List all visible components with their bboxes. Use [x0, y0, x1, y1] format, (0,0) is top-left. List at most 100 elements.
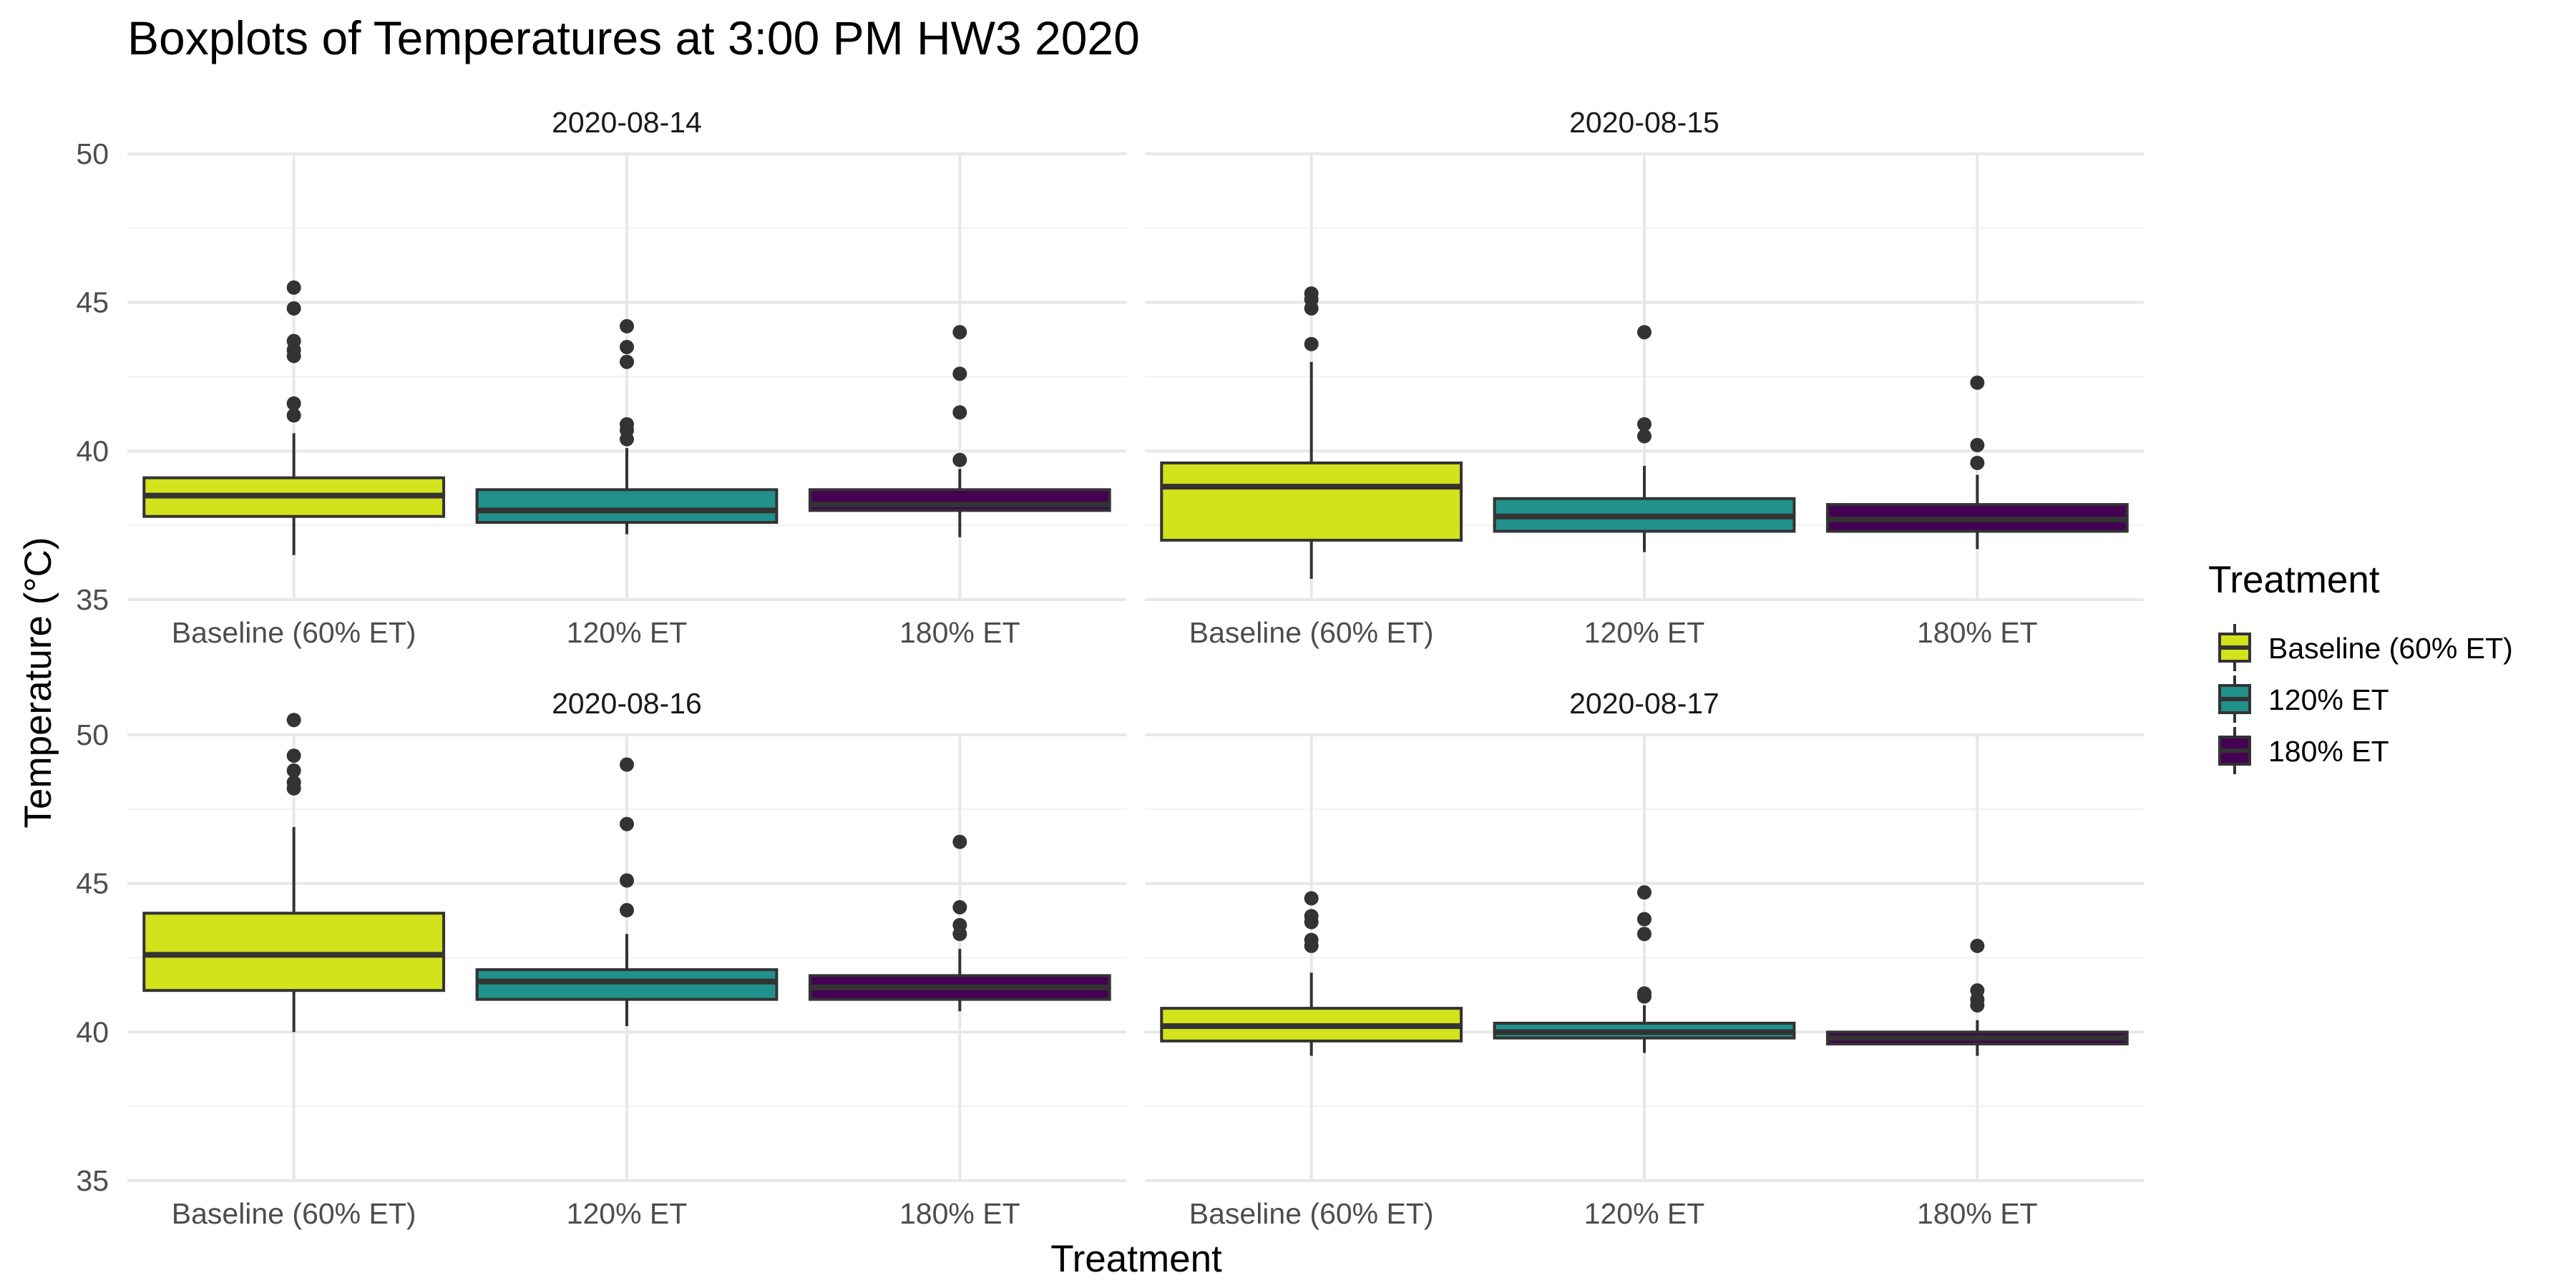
legend-title: Treatment — [2208, 559, 2380, 601]
outlier-point — [286, 775, 301, 790]
legend-label: 180% ET — [2268, 735, 2389, 768]
outlier-point — [1637, 986, 1652, 1001]
outlier-point — [952, 917, 967, 932]
boxplot-180-et — [1825, 375, 2129, 550]
y-tick-label: 35 — [76, 583, 109, 616]
boxplot-120-et — [1493, 885, 1796, 1053]
outlier-point — [952, 325, 967, 340]
outlier-point — [1304, 909, 1319, 924]
y-tick-label: 45 — [76, 867, 109, 900]
outlier-point — [1970, 938, 1985, 953]
iqr-box — [475, 488, 779, 525]
outlier-point — [620, 757, 634, 772]
boxplot-baseline — [142, 713, 446, 1033]
outlier-point — [286, 763, 301, 778]
y-tick-label: 40 — [76, 434, 109, 467]
boxplot-120-et — [475, 757, 779, 1027]
outlier-point — [952, 834, 967, 849]
chart-title: Boxplots of Temperatures at 3:00 PM HW3 … — [127, 11, 1140, 64]
outlier-point — [1304, 891, 1319, 906]
boxplot-180-et — [808, 325, 1111, 537]
outlier-point — [1970, 983, 1985, 998]
x-tick-label: 180% ET — [1917, 1197, 2038, 1230]
legend-item: 180% ET — [2218, 727, 2389, 774]
outlier-point — [620, 339, 634, 354]
facet-strip-label: 2020-08-15 — [1569, 106, 1719, 139]
x-tick-label: 180% ET — [899, 616, 1020, 649]
y-tick-label: 40 — [76, 1015, 109, 1048]
legend-label: 120% ET — [2268, 683, 2389, 716]
legend-label: Baseline (60% ET) — [2268, 632, 2513, 665]
outlier-point — [1970, 375, 1985, 390]
x-tick-label: 120% ET — [1584, 616, 1705, 649]
outlier-point — [1637, 429, 1652, 444]
facet-panel: 2020-08-14 35 40 45 50 Baseline (60% ET) 120% … — [76, 106, 1126, 649]
x-tick-label: 120% ET — [567, 1197, 688, 1230]
x-tick-label: Baseline (60% ET) — [1189, 616, 1434, 649]
y-tick-label: 50 — [76, 137, 109, 170]
outlier-point — [1637, 325, 1652, 340]
boxplot-baseline — [1160, 286, 1463, 579]
outlier-point — [620, 816, 634, 831]
outlier-point — [1637, 912, 1652, 927]
iqr-box — [475, 968, 779, 1001]
legend-item: Baseline (60% ET) — [2218, 624, 2513, 671]
outlier-point — [620, 354, 634, 369]
outlier-point — [286, 713, 301, 728]
x-tick-label: 180% ET — [899, 1197, 1020, 1230]
outlier-point — [1637, 416, 1652, 431]
outlier-point — [286, 748, 301, 763]
y-tick-label: 45 — [76, 286, 109, 319]
facet-panels: 2020-08-14 35 40 45 50 Baseline (60% ET) 120% … — [76, 106, 2144, 1230]
outlier-point — [620, 873, 634, 888]
outlier-point — [1304, 336, 1319, 351]
outlier-point — [1637, 927, 1652, 942]
x-axis-label: Treatment — [1050, 1238, 1222, 1280]
outlier-point — [286, 280, 301, 295]
iqr-box — [1160, 461, 1463, 542]
outlier-point — [1304, 286, 1319, 301]
outlier-point — [286, 396, 301, 411]
outlier-point — [952, 366, 967, 381]
boxplot-120-et — [475, 318, 779, 535]
outlier-point — [952, 405, 967, 420]
x-tick-label: Baseline (60% ET) — [172, 616, 416, 649]
outlier-point — [620, 416, 634, 431]
outlier-point — [286, 301, 301, 316]
x-tick-label: 120% ET — [1584, 1197, 1705, 1230]
boxplot-baseline — [1160, 891, 1463, 1056]
facet-strip-label: 2020-08-14 — [552, 106, 702, 139]
outlier-point — [620, 903, 634, 918]
outlier-point — [1970, 438, 1985, 453]
outlier-point — [952, 899, 967, 914]
outlier-point — [620, 318, 634, 333]
facet-strip-label: 2020-08-17 — [1569, 687, 1719, 720]
outlier-point — [286, 333, 301, 348]
x-tick-label: Baseline (60% ET) — [1189, 1197, 1434, 1230]
facet-panel: 2020-08-15 Baseline (60% ET) 120% ET 180% E… — [1145, 106, 2144, 649]
boxplot-baseline — [142, 280, 446, 555]
facet-strip-label: 2020-08-16 — [552, 687, 702, 720]
outlier-point — [1970, 455, 1985, 470]
outlier-point — [286, 408, 301, 423]
y-tick-label: 50 — [76, 718, 109, 751]
boxplot-180-et — [808, 834, 1111, 1012]
x-tick-label: Baseline (60% ET) — [172, 1197, 416, 1230]
y-axis-label: Temperature (°C) — [17, 537, 59, 828]
outlier-point — [1304, 932, 1319, 947]
legend-items: Baseline (60% ET) 120% ET 180% ET — [2218, 624, 2513, 774]
legend-item: 120% ET — [2218, 675, 2389, 723]
boxplot-120-et — [1493, 325, 1796, 552]
legend: Treatment Baseline (60% ET) 120% ET 180% E… — [2208, 559, 2513, 774]
x-tick-label: 120% ET — [567, 616, 688, 649]
boxplot-180-et — [1825, 938, 2129, 1056]
outlier-point — [1637, 885, 1652, 900]
outlier-point — [952, 452, 967, 467]
facet-panel: 2020-08-17 Baseline (60% ET) 120% ET 180% E… — [1145, 687, 2144, 1230]
facet-panel: 2020-08-16 35 40 45 50 Baseline (60% ET) 120% … — [76, 687, 1126, 1230]
x-tick-label: 180% ET — [1917, 616, 2038, 649]
y-tick-label: 35 — [76, 1164, 109, 1197]
iqr-box — [142, 912, 446, 992]
